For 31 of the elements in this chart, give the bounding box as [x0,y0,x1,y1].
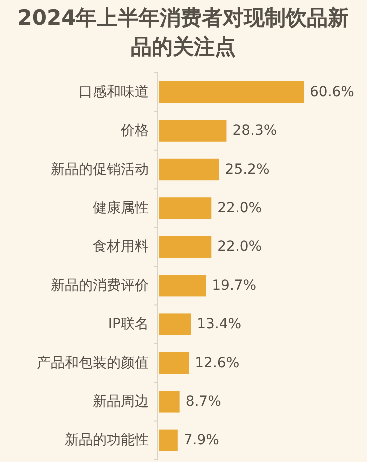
bar [159,236,212,258]
bar [159,120,227,142]
data-label: 7.9% [184,432,220,449]
bar [159,314,192,336]
data-label: 25.2% [225,162,270,178]
bar [159,158,220,181]
bar [159,275,206,297]
data-label: 8.7% [186,394,222,410]
data-label: 19.7% [212,278,257,294]
bar [159,352,190,374]
y-tick-label: 食材用料 [93,239,149,256]
y-tick-label: 新品的促销活动 [51,162,149,178]
y-tick-label: 价格 [120,123,149,140]
data-label: 60.6% [310,84,354,100]
data-label: 12.6% [195,355,240,372]
y-tick-label: IP联名 [108,316,149,333]
data-label: 28.3% [232,123,278,140]
data-label: 22.0% [218,239,262,256]
bar [159,391,180,413]
y-tick-label: 新品的功能性 [65,432,149,449]
y-tick-label: 新品的消费评价 [51,278,149,294]
y-tick-label: 新品周边 [93,394,149,410]
data-label: 22.0% [218,200,262,216]
bar [159,430,178,452]
data-label: 13.4% [197,316,242,333]
y-tick-label: 健康属性 [93,200,149,216]
bar [159,198,212,220]
y-tick-label: 产品和包装的颜值 [37,355,149,372]
y-tick-label: 口感和味道 [79,84,149,100]
chart-title: 2024年上半年消费者对现制饮品新品的关注点 [16,5,350,61]
bar [159,82,304,104]
